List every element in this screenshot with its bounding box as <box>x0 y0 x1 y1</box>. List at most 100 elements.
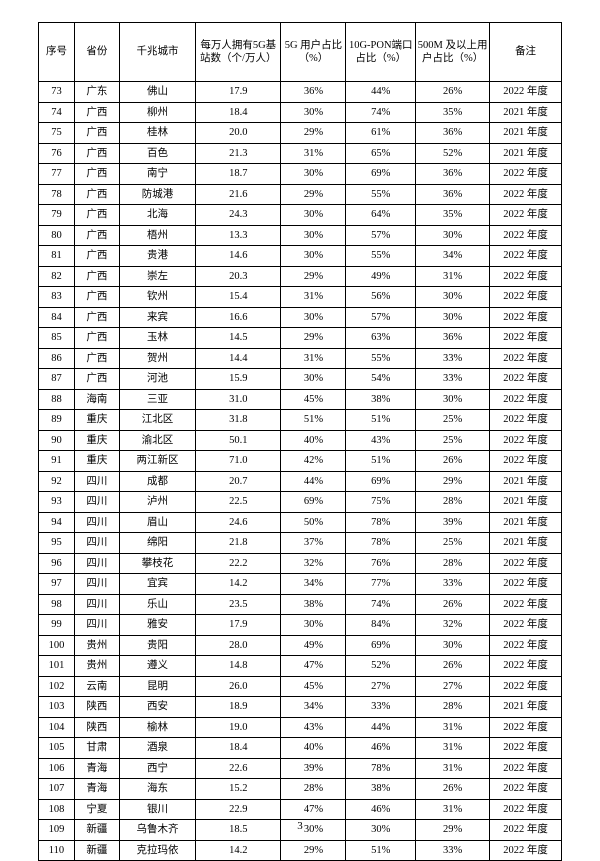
cell-10gpon-ratio: 51% <box>346 451 416 472</box>
table-row: 108宁夏银川22.947%46%31%2022 年度 <box>39 799 562 820</box>
cell-city: 百色 <box>119 143 195 164</box>
table-row: 102云南昆明26.045%27%27%2022 年度 <box>39 676 562 697</box>
cell-500m-ratio: 31% <box>416 717 490 738</box>
cell-index: 81 <box>39 246 75 267</box>
cell-500m-ratio: 33% <box>416 840 490 861</box>
cell-city: 海东 <box>119 779 195 800</box>
cell-note: 2022 年度 <box>490 307 562 328</box>
cell-province: 甘肃 <box>74 738 119 759</box>
cell-province: 广西 <box>74 123 119 144</box>
cell-note: 2022 年度 <box>490 758 562 779</box>
cell-note: 2022 年度 <box>490 287 562 308</box>
cell-10gpon-ratio: 54% <box>346 369 416 390</box>
cell-province: 四川 <box>74 615 119 636</box>
cell-city: 绵阳 <box>119 533 195 554</box>
table-row: 89重庆江北区31.851%51%25%2022 年度 <box>39 410 562 431</box>
cell-index: 78 <box>39 184 75 205</box>
cell-province: 四川 <box>74 553 119 574</box>
cell-5g-ratio: 40% <box>281 430 346 451</box>
cell-city: 泸州 <box>119 492 195 513</box>
cell-index: 79 <box>39 205 75 226</box>
cell-10gpon-ratio: 33% <box>346 697 416 718</box>
cell-5g-ratio: 29% <box>281 123 346 144</box>
cell-index: 108 <box>39 799 75 820</box>
cell-bs-per-10k: 13.3 <box>196 225 281 246</box>
cell-city: 柳州 <box>119 102 195 123</box>
cell-note: 2022 年度 <box>490 328 562 349</box>
cell-500m-ratio: 32% <box>416 615 490 636</box>
cell-city: 雅安 <box>119 615 195 636</box>
cell-province: 广西 <box>74 369 119 390</box>
cell-5g-ratio: 30% <box>281 246 346 267</box>
cell-5g-ratio: 42% <box>281 451 346 472</box>
cell-province: 广东 <box>74 82 119 103</box>
cell-province: 广西 <box>74 328 119 349</box>
cell-10gpon-ratio: 74% <box>346 594 416 615</box>
cell-province: 广西 <box>74 184 119 205</box>
header-bs-per-10k: 每万人拥有5G基站数（个/万人） <box>196 23 281 82</box>
cell-10gpon-ratio: 69% <box>346 471 416 492</box>
cell-500m-ratio: 35% <box>416 102 490 123</box>
cell-note: 2021 年度 <box>490 102 562 123</box>
cell-10gpon-ratio: 44% <box>346 82 416 103</box>
cell-500m-ratio: 34% <box>416 246 490 267</box>
header-province: 省份 <box>74 23 119 82</box>
cell-province: 广西 <box>74 287 119 308</box>
cell-index: 101 <box>39 656 75 677</box>
cell-city: 三亚 <box>119 389 195 410</box>
cell-province: 四川 <box>74 471 119 492</box>
cell-note: 2022 年度 <box>490 225 562 246</box>
cell-index: 97 <box>39 574 75 595</box>
cell-bs-per-10k: 24.3 <box>196 205 281 226</box>
cell-province: 四川 <box>74 512 119 533</box>
cell-10gpon-ratio: 74% <box>346 102 416 123</box>
cell-5g-ratio: 34% <box>281 697 346 718</box>
header-5g-ratio: 5G 用户占比（%） <box>281 23 346 82</box>
cell-bs-per-10k: 31.0 <box>196 389 281 410</box>
cell-bs-per-10k: 20.0 <box>196 123 281 144</box>
cell-province: 广西 <box>74 164 119 185</box>
cell-500m-ratio: 30% <box>416 287 490 308</box>
cell-bs-per-10k: 15.9 <box>196 369 281 390</box>
cell-index: 99 <box>39 615 75 636</box>
table-row: 80广西梧州13.330%57%30%2022 年度 <box>39 225 562 246</box>
cell-province: 广西 <box>74 266 119 287</box>
cell-city: 北海 <box>119 205 195 226</box>
table-row: 83广西钦州15.431%56%30%2022 年度 <box>39 287 562 308</box>
cell-10gpon-ratio: 44% <box>346 717 416 738</box>
cell-index: 90 <box>39 430 75 451</box>
cell-5g-ratio: 44% <box>281 471 346 492</box>
cell-note: 2022 年度 <box>490 738 562 759</box>
cell-index: 73 <box>39 82 75 103</box>
cell-5g-ratio: 30% <box>281 225 346 246</box>
cell-10gpon-ratio: 56% <box>346 287 416 308</box>
cell-500m-ratio: 31% <box>416 738 490 759</box>
cell-500m-ratio: 28% <box>416 492 490 513</box>
cell-bs-per-10k: 21.8 <box>196 533 281 554</box>
cell-city: 榆林 <box>119 717 195 738</box>
cell-province: 广西 <box>74 246 119 267</box>
cell-10gpon-ratio: 43% <box>346 430 416 451</box>
cell-10gpon-ratio: 55% <box>346 184 416 205</box>
cell-province: 新疆 <box>74 840 119 861</box>
cell-10gpon-ratio: 55% <box>346 348 416 369</box>
cell-city: 贵阳 <box>119 635 195 656</box>
cell-bs-per-10k: 22.5 <box>196 492 281 513</box>
cell-city: 钦州 <box>119 287 195 308</box>
cell-note: 2022 年度 <box>490 553 562 574</box>
cell-10gpon-ratio: 65% <box>346 143 416 164</box>
cell-5g-ratio: 29% <box>281 184 346 205</box>
cell-5g-ratio: 30% <box>281 164 346 185</box>
cell-note: 2021 年度 <box>490 143 562 164</box>
cell-bs-per-10k: 71.0 <box>196 451 281 472</box>
header-note: 备注 <box>490 23 562 82</box>
cell-500m-ratio: 27% <box>416 676 490 697</box>
table-row: 76广西百色21.331%65%52%2021 年度 <box>39 143 562 164</box>
cell-city: 梧州 <box>119 225 195 246</box>
cell-500m-ratio: 29% <box>416 471 490 492</box>
cell-10gpon-ratio: 51% <box>346 410 416 431</box>
cell-bs-per-10k: 24.6 <box>196 512 281 533</box>
cell-10gpon-ratio: 46% <box>346 738 416 759</box>
table-row: 88海南三亚31.045%38%30%2022 年度 <box>39 389 562 410</box>
cell-5g-ratio: 49% <box>281 635 346 656</box>
